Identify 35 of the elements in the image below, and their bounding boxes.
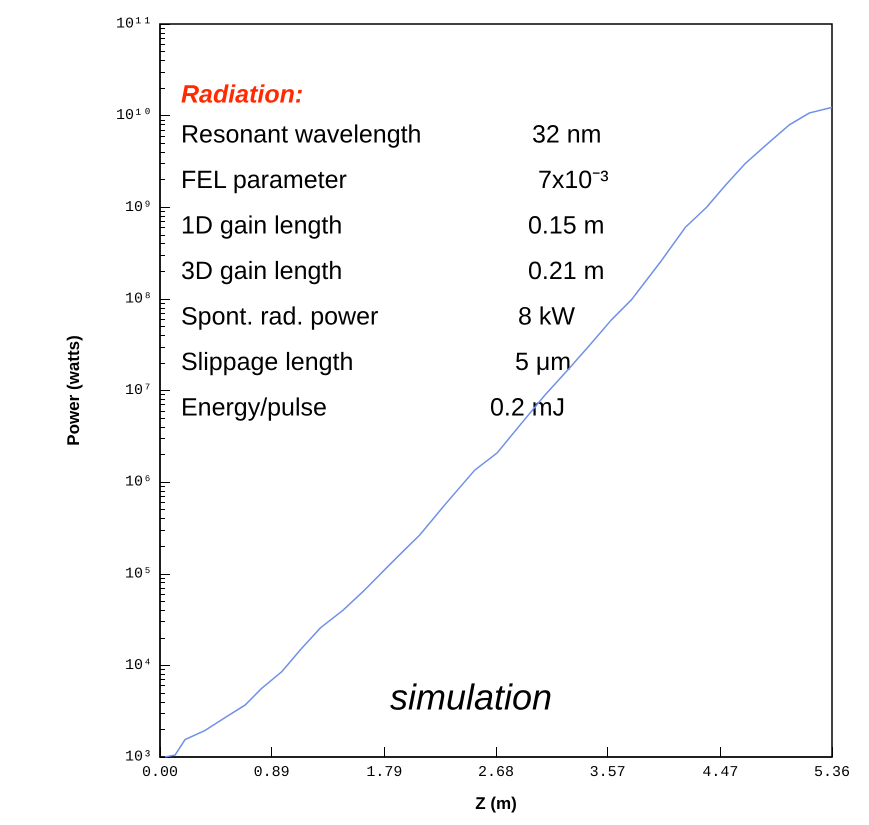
annotation: 7x10⁻³ xyxy=(538,166,609,194)
x-axis-title: Z (m) xyxy=(475,794,517,813)
line-series xyxy=(164,106,833,758)
annotation: 0.15 m xyxy=(528,212,604,240)
x-tick-label: 5.36 xyxy=(814,764,850,781)
annotation: Slippage length xyxy=(181,348,354,376)
y-tick-label: 10⁷ xyxy=(124,382,152,399)
annotation: Spont. rad. power xyxy=(181,302,378,330)
x-tick-label: 0.89 xyxy=(254,764,290,781)
x-tick-label: 4.47 xyxy=(702,764,738,781)
y-tick-label: 10⁴ xyxy=(124,656,152,674)
annotation: simulation xyxy=(390,676,552,718)
y-tick-label: 10⁵ xyxy=(124,565,152,582)
annotation: 1D gain length xyxy=(181,212,342,240)
annotation: Energy/pulse xyxy=(181,394,327,422)
annotation: 0.2 mJ xyxy=(490,394,566,422)
annotation: FEL parameter xyxy=(181,166,347,194)
annotation: 32 nm xyxy=(532,120,602,148)
annotation: Radiation: xyxy=(181,80,304,108)
x-tick-label: 1.79 xyxy=(366,764,402,781)
y-tick-label: 10⁹ xyxy=(124,198,152,216)
x-tick-label: 2.68 xyxy=(478,764,514,781)
x-tick-label: 0.00 xyxy=(142,764,178,781)
x-tick-label: 3.57 xyxy=(590,764,626,781)
annotation: 8 kW xyxy=(518,302,576,330)
y-tick-label: 10¹¹ xyxy=(116,16,152,32)
annotation: Resonant wavelength xyxy=(181,120,422,148)
annotation: 5 μm xyxy=(515,348,572,376)
y-tick-label: 10³ xyxy=(124,748,152,766)
y-tick-label: 10¹⁰ xyxy=(116,107,152,124)
annotation: 0.21 m xyxy=(528,257,604,285)
y-axis-title: Power (watts) xyxy=(64,335,83,446)
y-tick-label: 10⁸ xyxy=(124,290,152,308)
annotation: 3D gain length xyxy=(181,257,342,285)
y-tick-label: 10⁶ xyxy=(124,474,152,491)
